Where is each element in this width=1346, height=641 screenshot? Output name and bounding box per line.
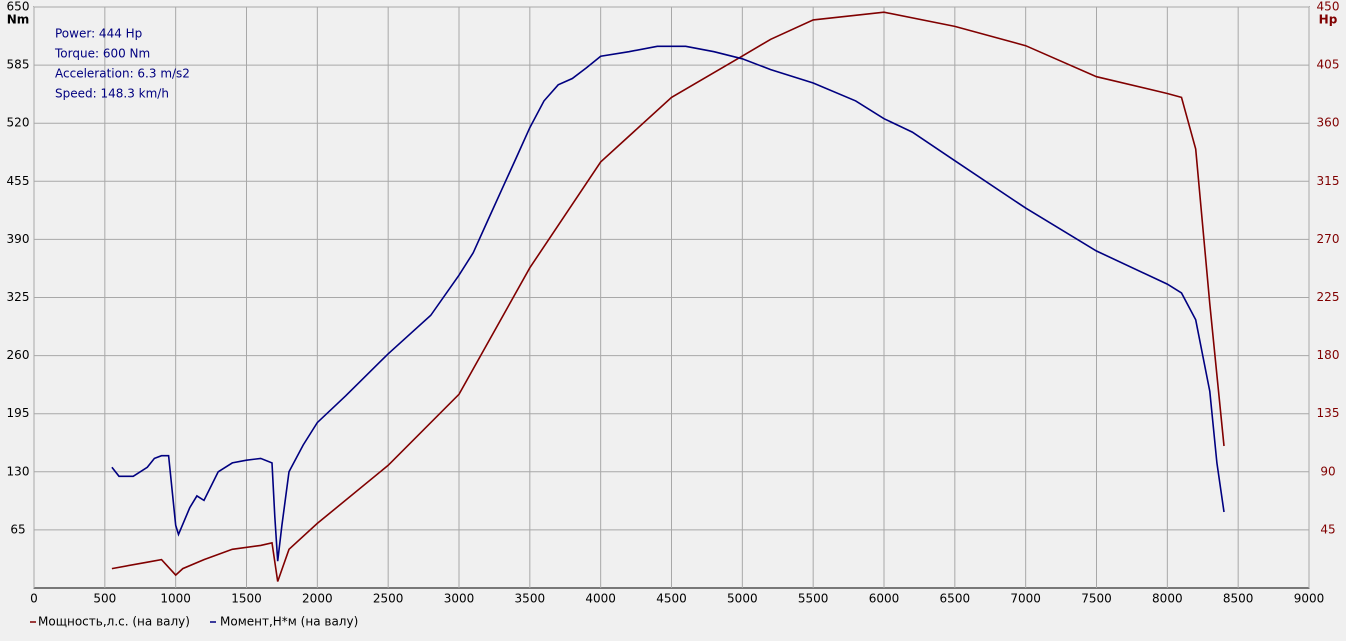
y-tick-label: 130 — [7, 464, 30, 478]
y2-tick-label: 90 — [1320, 464, 1335, 478]
y2-axis-unit: Hp — [1319, 13, 1338, 27]
y-tick-label: 520 — [7, 116, 30, 130]
series-line — [111, 45, 1225, 562]
x-tick-label: 4000 — [585, 592, 616, 606]
x-tick-label: 0 — [30, 592, 38, 606]
x-tick-label: 3000 — [444, 592, 475, 606]
x-tick-label: 6500 — [940, 592, 971, 606]
y-tick-label: 650 — [7, 0, 30, 14]
y2-tick-label: 360 — [1317, 116, 1340, 130]
y2-tick-label: 180 — [1317, 348, 1340, 362]
x-tick-label: 7500 — [1081, 592, 1112, 606]
x-tick-label: 3500 — [515, 592, 546, 606]
x-tick-label: 1500 — [231, 592, 262, 606]
x-tick-label: 9000 — [1294, 592, 1325, 606]
x-tick-label: 2000 — [302, 592, 333, 606]
x-tick-label: 6000 — [869, 592, 900, 606]
y-axis-unit: Nm — [7, 13, 30, 27]
annotation: Power: 444 Hp — [55, 27, 142, 41]
x-tick-label: 8500 — [1223, 592, 1254, 606]
lines — [111, 11, 1225, 582]
x-tick-label: 5000 — [727, 592, 758, 606]
y-tick-label: 260 — [7, 348, 30, 362]
annotation: Speed: 148.3 km/h — [55, 87, 169, 101]
x-tick-label: 1000 — [160, 592, 191, 606]
x-tick-label: 8000 — [1152, 592, 1183, 606]
y2-tick-label: 45 — [1320, 522, 1335, 536]
annotation: Acceleration: 6.3 m/s2 — [55, 67, 190, 81]
y-tick-label: 325 — [7, 290, 30, 304]
annotation: Torque: 600 Nm — [54, 47, 150, 61]
y2-tick-label: 225 — [1317, 290, 1340, 304]
y2-tick-label: 135 — [1317, 406, 1340, 420]
x-tick-label: 7000 — [1010, 592, 1041, 606]
y2-tick-label: 270 — [1317, 232, 1340, 246]
legend-label: Мощность,л.с. (на валу) — [38, 615, 190, 629]
x-tick-label: 5500 — [798, 592, 829, 606]
y2-tick-label: 450 — [1317, 0, 1340, 14]
y2-tick-label: 405 — [1317, 58, 1340, 72]
legend-label: Момент,Н*м (на валу) — [220, 615, 358, 629]
y-tick-label: 390 — [7, 232, 30, 246]
y2-tick-label: 315 — [1317, 174, 1340, 188]
y-tick-label: 195 — [7, 406, 30, 420]
x-tick-label: 2500 — [373, 592, 404, 606]
y-tick-label: 455 — [7, 174, 30, 188]
x-tick-label: 500 — [93, 592, 116, 606]
y-tick-label: 585 — [7, 58, 30, 72]
grid — [33, 6, 1310, 588]
y-tick-label: 65 — [10, 522, 25, 536]
x-tick-label: 4500 — [656, 592, 687, 606]
series-line — [111, 11, 1225, 582]
